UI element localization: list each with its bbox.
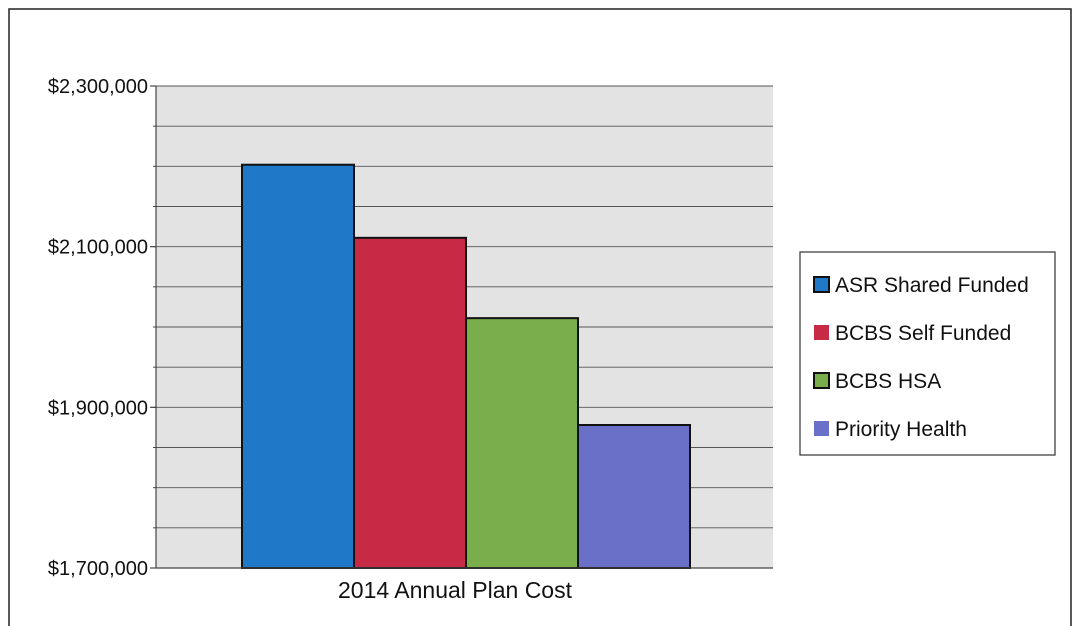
y-tick-label: $1,700,000: [48, 558, 148, 580]
bar-bcbs-self-funded: [353, 236, 467, 570]
bar-asr-shared-funded: [241, 163, 355, 570]
legend-swatch: [813, 276, 830, 293]
outer-border: [8, 8, 1072, 626]
y-tick-labels: $1,700,000 $1,900,000 $2,100,000 $2,300,000: [48, 76, 156, 580]
bar-bcbs-hsa: [465, 317, 579, 569]
bar-priority-health: [577, 424, 691, 569]
legend: ASR Shared Funded BCBS Self Funded BCBS HS…: [799, 251, 1056, 456]
legend-label: BCBS Self Funded: [835, 322, 1011, 345]
legend-swatch: [814, 325, 829, 340]
bars-group: [241, 163, 691, 570]
legend-swatch: [814, 421, 829, 436]
y-tick-label: $2,300,000: [48, 76, 148, 98]
legend-swatch: [813, 372, 830, 389]
x-category-label: 2014 Annual Plan Cost: [338, 577, 573, 603]
legend-label: Priority Health: [835, 418, 967, 441]
legend-label: ASR Shared Funded: [835, 274, 1029, 297]
y-tick-label: $1,900,000: [48, 397, 148, 419]
y-tick-label: $2,100,000: [48, 237, 148, 259]
legend-box: [799, 251, 1056, 456]
legend-label: BCBS HSA: [835, 370, 941, 393]
